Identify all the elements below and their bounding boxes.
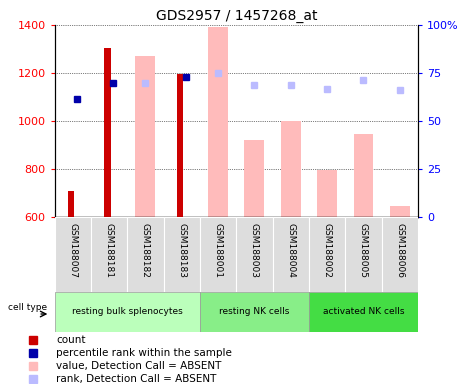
Text: count: count	[56, 335, 86, 345]
Bar	[345, 217, 381, 292]
Bar	[208, 27, 228, 217]
Text: GSM188003: GSM188003	[250, 223, 259, 278]
Text: GSM188005: GSM188005	[359, 223, 368, 278]
Bar	[200, 217, 237, 292]
Bar	[281, 121, 301, 217]
Bar	[135, 56, 155, 217]
Bar	[309, 217, 345, 292]
Text: GSM188002: GSM188002	[323, 223, 332, 278]
Text: GSM188181: GSM188181	[104, 223, 114, 278]
Bar	[237, 217, 273, 292]
Bar	[127, 217, 163, 292]
Bar	[163, 217, 200, 292]
Text: GSM188182: GSM188182	[141, 223, 150, 278]
Bar	[317, 170, 337, 217]
Text: cell type: cell type	[8, 303, 47, 313]
Title: GDS2957 / 1457268_at: GDS2957 / 1457268_at	[156, 8, 317, 23]
Text: resting bulk splenocytes: resting bulk splenocytes	[72, 308, 183, 316]
Bar	[353, 134, 373, 217]
Bar	[55, 217, 91, 292]
Text: GSM188183: GSM188183	[177, 223, 186, 278]
Bar	[104, 48, 111, 217]
Bar	[200, 292, 309, 332]
Text: GSM188004: GSM188004	[286, 223, 295, 278]
Text: GSM188006: GSM188006	[395, 223, 404, 278]
Bar	[309, 292, 418, 332]
Bar	[68, 190, 74, 217]
Text: resting NK cells: resting NK cells	[219, 308, 290, 316]
Bar	[273, 217, 309, 292]
Bar	[381, 217, 418, 292]
Text: activated NK cells: activated NK cells	[323, 308, 404, 316]
Bar	[390, 206, 410, 217]
Text: GSM188001: GSM188001	[214, 223, 223, 278]
Bar	[55, 292, 200, 332]
Bar	[177, 74, 183, 217]
Bar	[91, 217, 127, 292]
Text: rank, Detection Call = ABSENT: rank, Detection Call = ABSENT	[56, 374, 217, 384]
Text: GSM188007: GSM188007	[68, 223, 77, 278]
Bar	[245, 140, 265, 217]
Text: value, Detection Call = ABSENT: value, Detection Call = ABSENT	[56, 361, 221, 371]
Text: percentile rank within the sample: percentile rank within the sample	[56, 348, 232, 358]
